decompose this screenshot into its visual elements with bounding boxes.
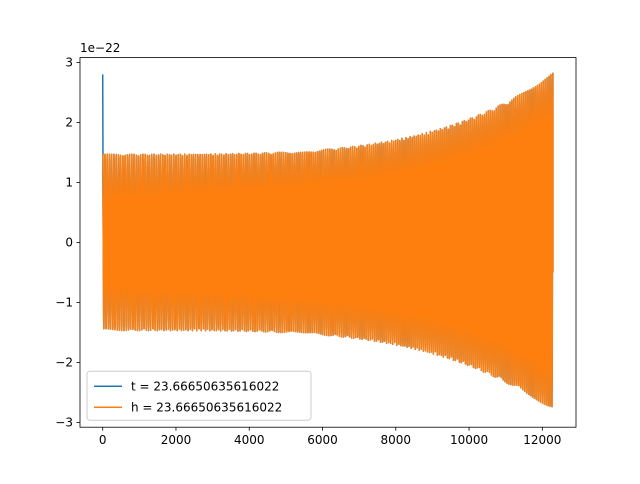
y-tick-label: 1 xyxy=(65,176,73,190)
legend-label: h = 23.66650635616022 xyxy=(131,401,282,415)
x-tick-label: 8000 xyxy=(380,433,411,447)
legend-label: t = 23.66650635616022 xyxy=(131,380,279,394)
y-tick-label: −2 xyxy=(55,356,73,370)
x-tick-label: 0 xyxy=(99,433,107,447)
series-layer xyxy=(101,72,554,408)
y-tick-label: 0 xyxy=(65,236,73,250)
y-tick-label: −1 xyxy=(55,296,73,310)
x-tick-label: 12000 xyxy=(523,433,561,447)
series-line-2 xyxy=(101,72,554,408)
legend: t = 23.66650635616022 h = 23.666506356160… xyxy=(86,370,312,421)
x-tick-label: 2000 xyxy=(161,433,192,447)
y-tick-label: −3 xyxy=(55,416,73,430)
y-offset-label: 1e−22 xyxy=(80,41,120,55)
x-axis-ticks: 0 2000 4000 6000 8000 10000 12000 xyxy=(99,427,561,447)
y-axis-ticks: −3 −2 −1 0 1 2 3 xyxy=(55,56,80,430)
x-tick-label: 10000 xyxy=(450,433,488,447)
y-tick-label: 2 xyxy=(65,116,73,130)
y-tick-label: 3 xyxy=(65,56,73,70)
x-tick-label: 4000 xyxy=(234,433,265,447)
x-tick-label: 6000 xyxy=(307,433,338,447)
legend-box xyxy=(86,370,312,421)
